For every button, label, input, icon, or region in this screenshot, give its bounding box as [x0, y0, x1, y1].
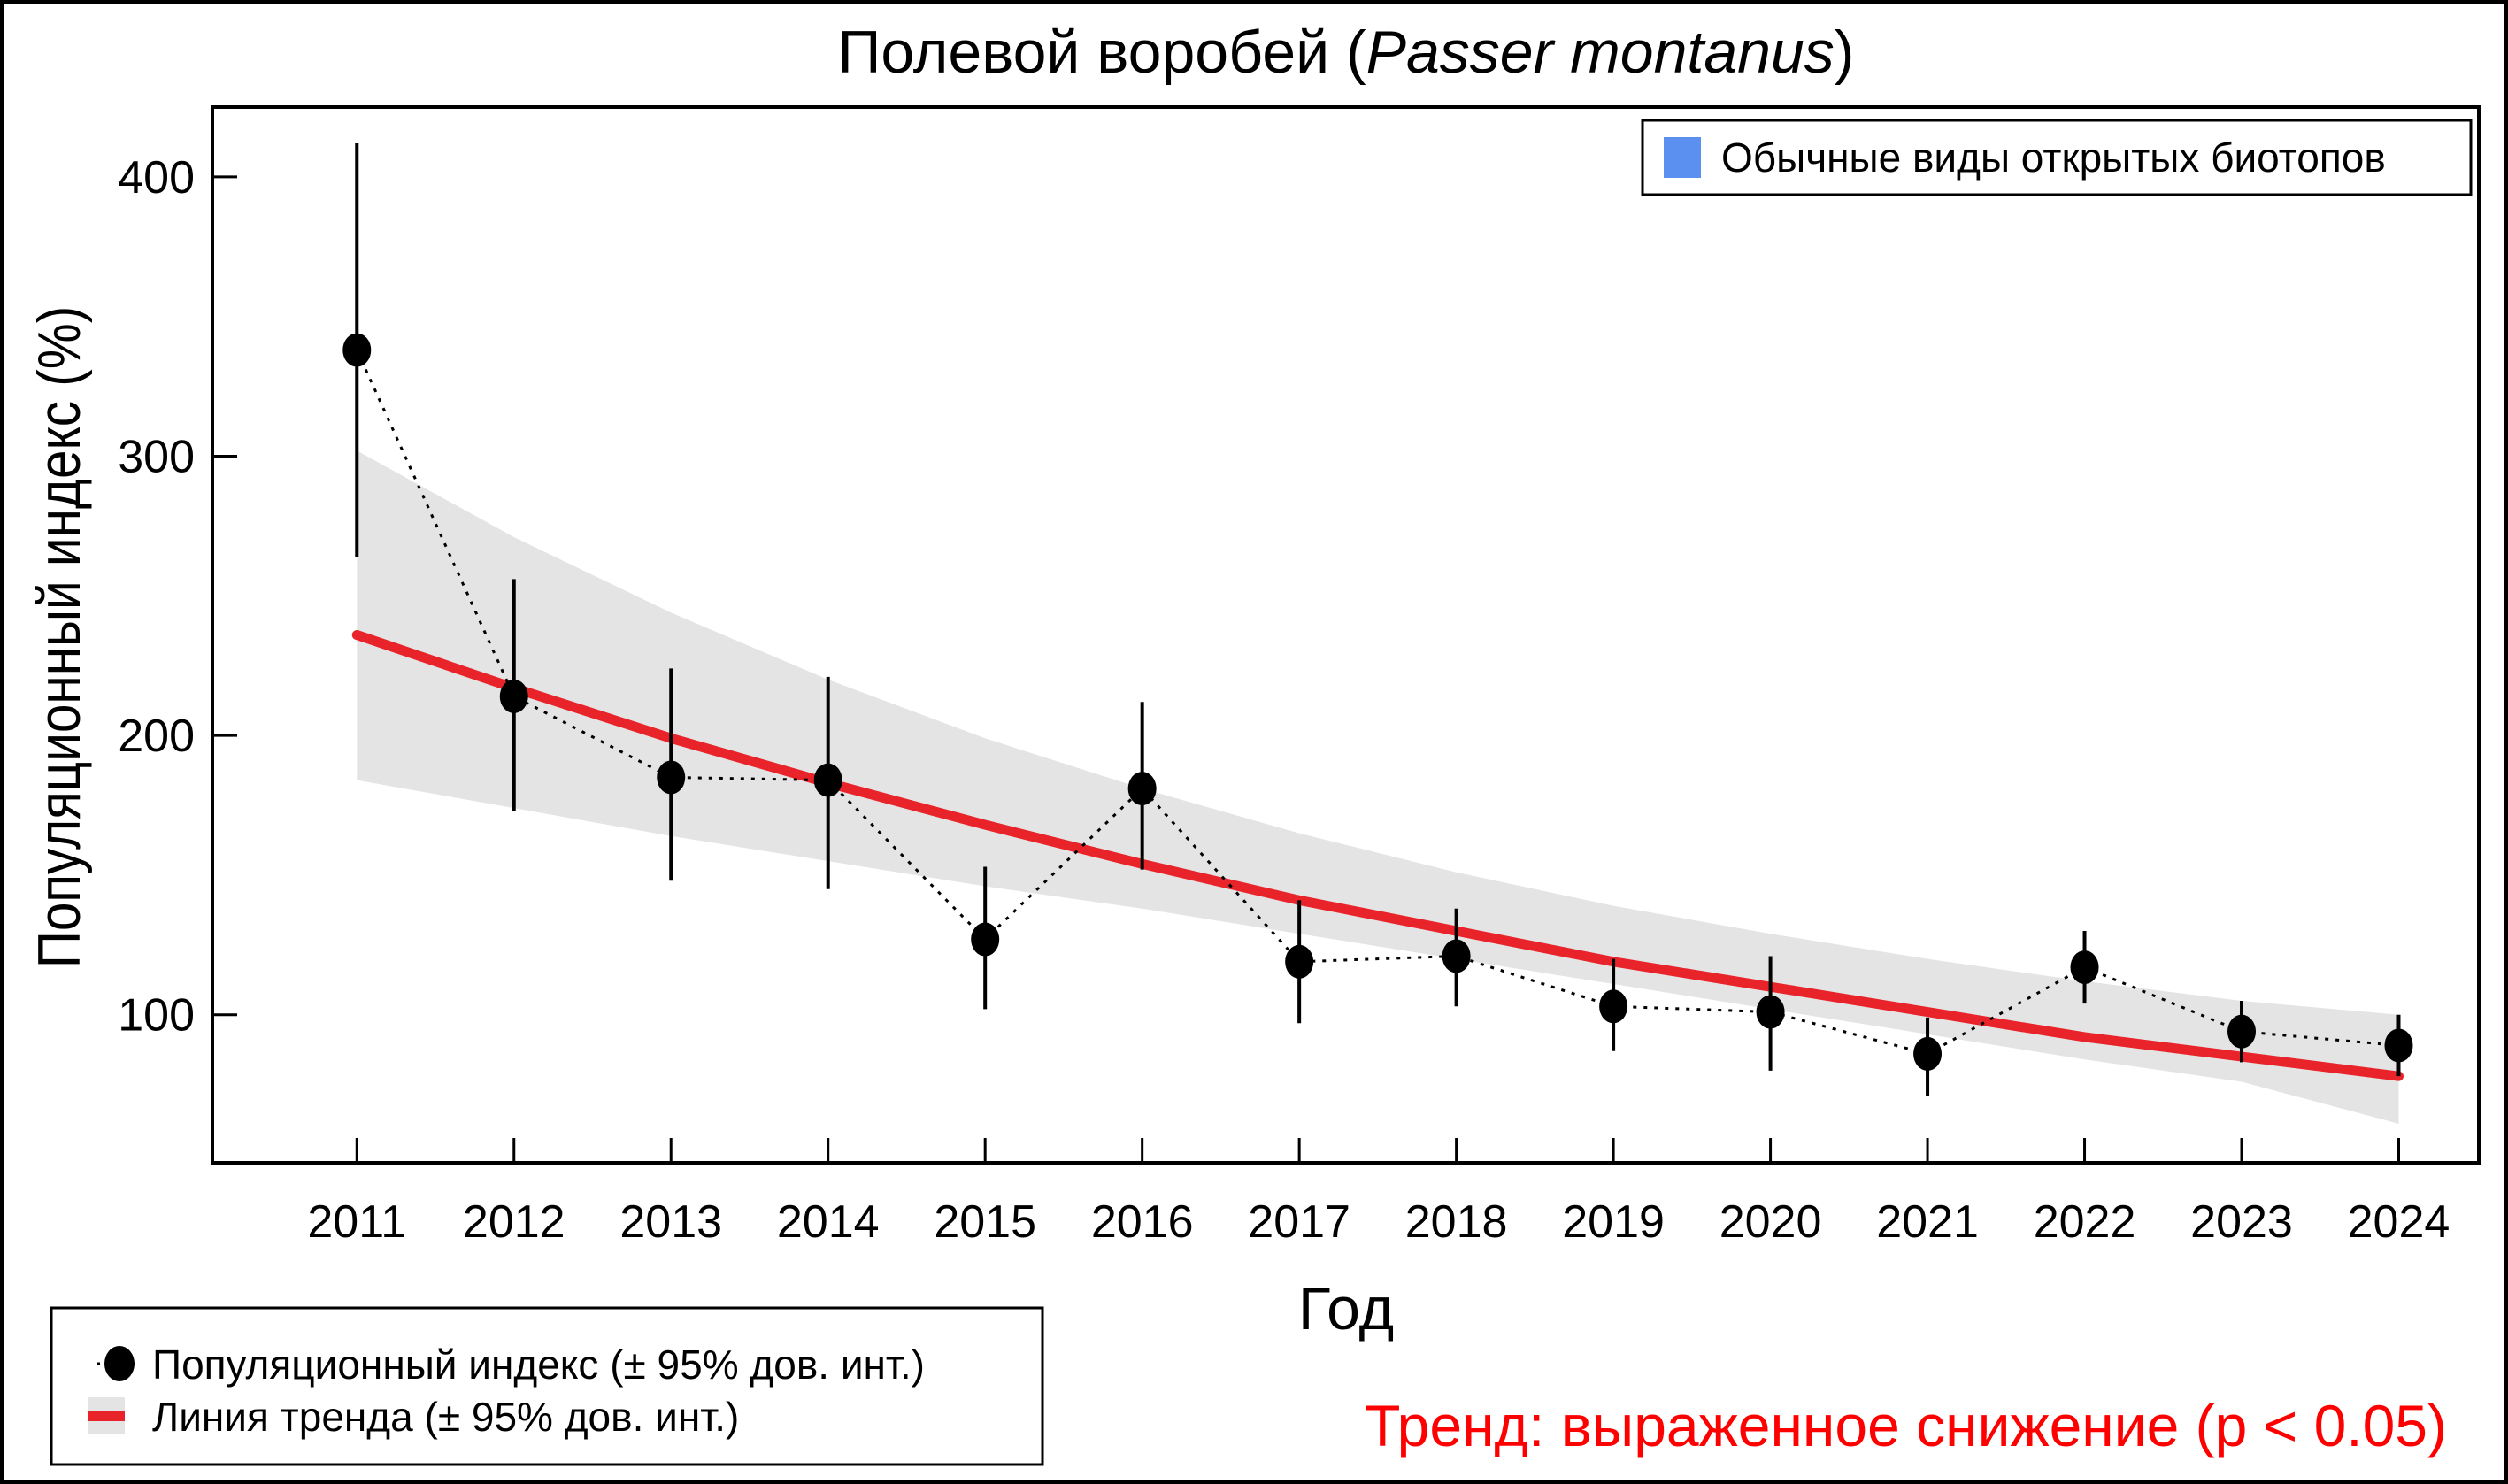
x-tick-label: 2015 [934, 1196, 1036, 1248]
trend-line [351, 630, 2404, 1081]
index-point-2014 [813, 763, 842, 797]
group-swatch-icon [1664, 137, 1701, 178]
y-tick-label: 100 [118, 990, 195, 1042]
x-tick-label: 2013 [619, 1196, 722, 1248]
trend-line-layer [351, 630, 2404, 1081]
x-tick-label: 2012 [463, 1196, 565, 1248]
trend-confidence-band [357, 450, 2399, 1124]
index-point-2022 [2070, 950, 2099, 985]
x-tick-label: 2016 [1091, 1196, 1194, 1248]
trend-band-layer [357, 450, 2399, 1124]
group-legend-box [1641, 119, 2473, 196]
series-legend: Популяционный индекс (± 95% дов. инт.) Л… [50, 1306, 1044, 1466]
chart-title-italic: Passer montanus [1366, 19, 1835, 86]
index-point-2024 [2384, 1028, 2413, 1063]
x-tick-label: 2023 [2190, 1196, 2293, 1248]
index-points-layer [342, 333, 2413, 1071]
legend-point-icon [104, 1346, 135, 1381]
index-point-2020 [1756, 995, 1785, 1029]
chart-title-close: ) [1835, 19, 1855, 86]
x-tick-label: 2024 [2348, 1196, 2450, 1248]
y-tick-label: 400 [118, 152, 195, 204]
x-tick-label: 2014 [777, 1196, 880, 1248]
plot-area-border [211, 105, 2481, 1165]
index-point-2019 [1599, 989, 1628, 1024]
chart-title: Полевой воробей (Passer montanus) [838, 19, 1855, 86]
index-point-2012 [499, 679, 528, 713]
x-tick-label: 2017 [1248, 1196, 1350, 1248]
group-legend: Обычные виды открытых биотопов [1641, 119, 2473, 196]
x-tick-label: 2018 [1405, 1196, 1508, 1248]
x-axis-label: Год [1298, 1275, 1394, 1342]
x-tick-label: 2020 [1719, 1196, 1822, 1248]
y-tick-label: 200 [118, 711, 195, 762]
series-legend-box [50, 1306, 1044, 1466]
y-axis-ticks: 100 200 300 400 [118, 152, 237, 1042]
y-tick-label: 300 [118, 432, 195, 483]
y-axis-label: Популяционный индекс (%) [27, 306, 93, 968]
chart-title-plain: Полевой воробей ( [838, 19, 1366, 86]
x-tick-label: 2022 [2034, 1196, 2136, 1248]
x-tick-label: 2011 [307, 1196, 406, 1248]
x-tick-label: 2021 [1876, 1196, 1979, 1248]
index-connector-line [355, 349, 2399, 1056]
legend-entry-index: Популяционный индекс (± 95% дов. инт.) [152, 1342, 925, 1388]
index-point-2015 [971, 922, 1000, 957]
x-tick-label: 2019 [1562, 1196, 1665, 1248]
group-legend-label: Обычные виды открытых биотопов [1721, 135, 2386, 181]
index-point-2016 [1127, 772, 1157, 806]
index-point-2023 [2227, 1014, 2257, 1049]
legend-entry-trend: Линия тренда (± 95% дов. инт.) [152, 1394, 739, 1440]
index-point-2011 [342, 333, 372, 367]
index-point-2018 [1442, 939, 1471, 973]
x-axis-ticks: 2011 2012 2013 2014 2015 2016 2017 2018 2019 2020… [307, 1138, 2450, 1248]
trend-annotation: Тренд: выраженное снижение (p < 0.05) [1365, 1393, 2447, 1458]
index-connector-layer [355, 349, 2399, 1056]
index-point-2021 [1913, 1036, 1943, 1071]
index-point-2013 [657, 760, 686, 795]
index-point-2017 [1285, 944, 1314, 979]
